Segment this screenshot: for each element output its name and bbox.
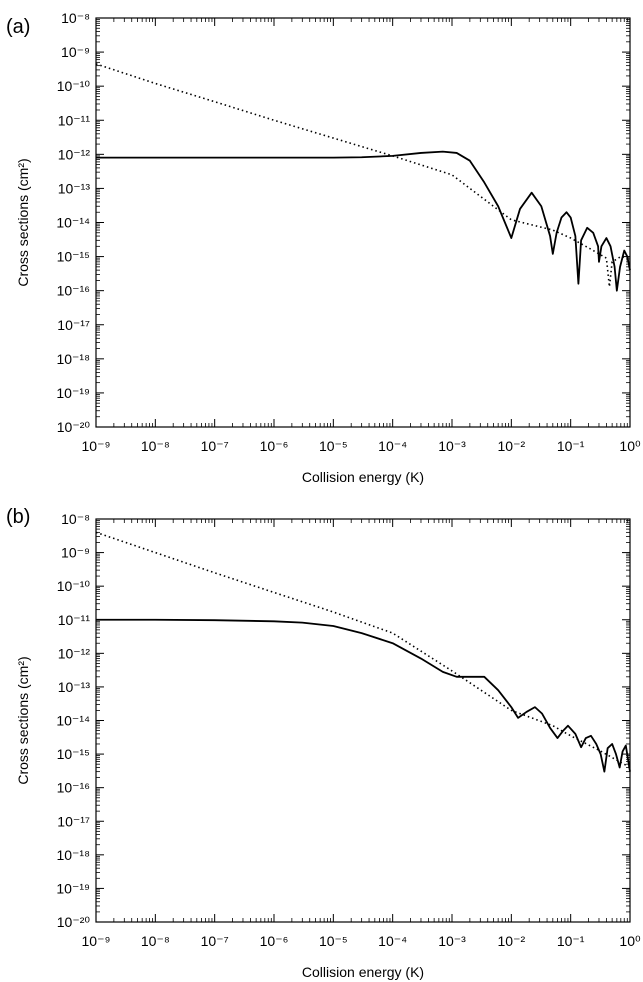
x-tick-label: 10⁻²	[498, 933, 526, 949]
y-tick-label: 10⁻¹¹	[58, 112, 91, 128]
y-tick-label: 10⁻¹⁴	[56, 215, 90, 231]
x-axis-label: Collision energy (K)	[302, 469, 424, 485]
y-tick-label: 10⁻¹⁹	[56, 880, 90, 896]
x-tick-label: 10⁰	[619, 438, 641, 454]
y-tick-label: 10⁻⁹	[61, 44, 90, 60]
axis-ticks: 10⁻⁹ 10⁻⁸ 10⁻⁷ 10⁻⁶ 10⁻⁵ 10⁻⁴ 10⁻³ 10⁻² 10⁻¹ 10⁰ 1…	[56, 511, 641, 949]
y-tick-label: 10⁻¹⁸	[56, 847, 90, 863]
x-tick-label: 10⁻⁸	[141, 438, 170, 454]
x-tick-label: 10⁻⁸	[141, 933, 170, 949]
x-tick-label: 10⁻¹	[557, 438, 585, 454]
series-layer	[95, 63, 631, 292]
y-tick-label: 10⁻²⁰	[57, 419, 91, 435]
x-tick-label: 10⁻²	[498, 438, 526, 454]
y-tick-label: 10⁻¹²	[58, 146, 91, 162]
x-tick-label: 10⁰	[619, 933, 641, 949]
y-tick-label: 10⁻¹³	[58, 180, 91, 196]
x-tick-label: 10⁻⁷	[201, 933, 229, 949]
panel-a: (a) Cross sections (cm²) Collision energ…	[6, 10, 641, 485]
x-tick-label: 10⁻⁷	[201, 438, 229, 454]
y-tick-label: 10⁻¹⁰	[57, 78, 91, 94]
y-tick-label: 10⁻⁹	[61, 545, 90, 561]
x-axis-label: Collision energy (K)	[302, 964, 424, 980]
y-tick-label: 10⁻¹⁸	[56, 351, 90, 367]
plot-frame	[95, 17, 631, 428]
y-tick-label: 10⁻¹⁴	[56, 713, 90, 729]
y-axis-label: Cross sections (cm²)	[15, 656, 31, 784]
x-tick-label: 10⁻³	[438, 933, 466, 949]
panel-label: (a)	[6, 16, 30, 38]
y-tick-label: 10⁻⁸	[61, 511, 90, 527]
axis-ticks: 10⁻⁹ 10⁻⁸ 10⁻⁷ 10⁻⁶ 10⁻⁵ 10⁻⁴ 10⁻³ 10⁻² 10⁻¹ 10⁰ 1…	[56, 10, 641, 454]
panel-b: (b) Cross sections (cm²) Collision energ…	[6, 506, 641, 980]
y-tick-label: 10⁻¹⁷	[57, 813, 90, 829]
x-tick-label: 10⁻¹	[557, 933, 585, 949]
solid-series-line	[96, 618, 631, 773]
y-tick-label: 10⁻¹⁹	[56, 385, 90, 401]
y-tick-label: 10⁻¹⁰	[57, 578, 91, 594]
x-tick-label: 10⁻⁶	[260, 933, 289, 949]
series-layer	[95, 531, 631, 773]
x-tick-label: 10⁻⁴	[378, 438, 407, 454]
y-tick-label: 10⁻¹⁶	[57, 283, 90, 299]
x-tick-label: 10⁻⁵	[319, 438, 348, 454]
solid-series-line	[96, 150, 631, 292]
panel-label: (b)	[6, 506, 30, 528]
y-axis-label: Cross sections (cm²)	[15, 158, 31, 286]
x-tick-label: 10⁻⁹	[82, 438, 111, 454]
dotted-series-line	[95, 531, 631, 769]
y-tick-label: 10⁻¹¹	[58, 612, 91, 628]
x-tick-label: 10⁻⁴	[378, 933, 407, 949]
y-tick-label: 10⁻⁸	[61, 10, 90, 26]
y-tick-label: 10⁻¹²	[58, 645, 91, 661]
dotted-series-line	[95, 63, 631, 288]
y-tick-label: 10⁻¹⁷	[57, 317, 90, 333]
y-tick-label: 10⁻²⁰	[57, 914, 91, 930]
x-tick-label: 10⁻⁹	[82, 933, 111, 949]
y-tick-label: 10⁻¹³	[58, 679, 91, 695]
y-tick-label: 10⁻¹⁵	[57, 249, 90, 265]
y-tick-label: 10⁻¹⁵	[57, 746, 90, 762]
x-tick-label: 10⁻⁵	[319, 933, 348, 949]
x-tick-label: 10⁻⁶	[260, 438, 289, 454]
plot-frame	[95, 518, 631, 923]
x-tick-label: 10⁻³	[438, 438, 466, 454]
y-tick-label: 10⁻¹⁶	[57, 780, 90, 796]
